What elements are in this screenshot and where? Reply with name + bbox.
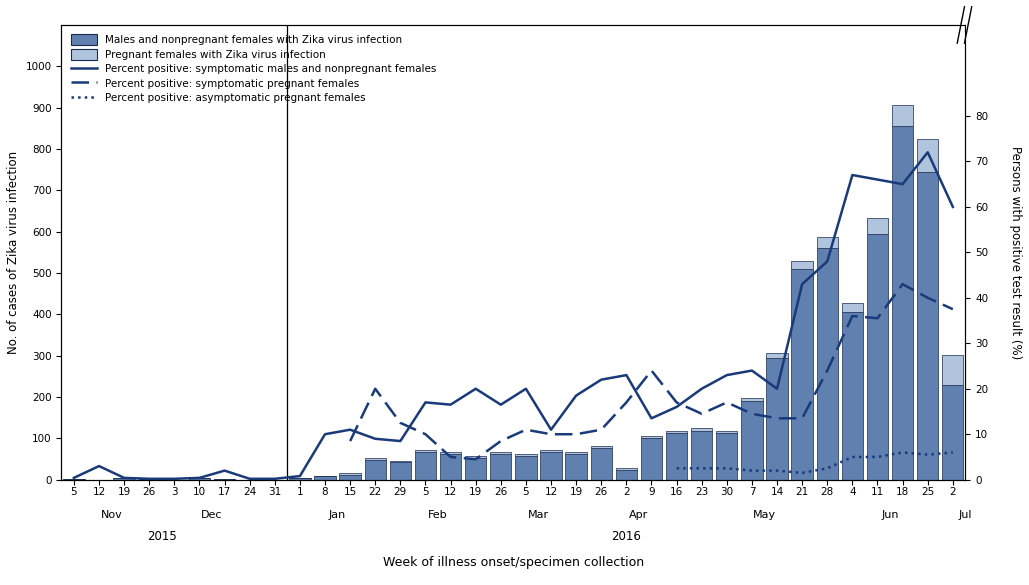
- Bar: [691, 431, 712, 480]
- Bar: [490, 454, 511, 480]
- Bar: [364, 460, 386, 480]
- Legend: Males and nonpregnant females with Zika virus infection, Pregnant females with Z: Males and nonpregnant females with Zika …: [67, 30, 440, 108]
- Bar: [817, 248, 838, 480]
- Bar: [716, 431, 738, 433]
- Text: Apr: Apr: [630, 510, 648, 520]
- Text: Dec: Dec: [202, 510, 222, 520]
- Bar: [741, 401, 762, 480]
- Y-axis label: No. of cases of Zika virus infection: No. of cases of Zika virus infection: [7, 151, 20, 354]
- Bar: [465, 458, 487, 480]
- Bar: [791, 261, 813, 269]
- Bar: [415, 449, 436, 452]
- Text: Mar: Mar: [528, 510, 549, 520]
- Bar: [917, 139, 938, 172]
- Bar: [892, 105, 914, 126]
- Bar: [188, 478, 210, 480]
- Bar: [767, 353, 788, 358]
- Bar: [314, 476, 335, 480]
- Bar: [943, 384, 963, 480]
- Text: Jun: Jun: [881, 510, 898, 520]
- Bar: [465, 456, 487, 458]
- Bar: [917, 172, 938, 480]
- Bar: [791, 269, 813, 480]
- Bar: [490, 452, 511, 454]
- Text: 2016: 2016: [611, 529, 641, 543]
- Bar: [666, 433, 687, 480]
- Bar: [591, 448, 612, 480]
- Bar: [866, 218, 888, 234]
- Bar: [842, 312, 863, 480]
- Bar: [364, 458, 386, 460]
- Bar: [440, 454, 461, 480]
- Bar: [842, 303, 863, 312]
- Bar: [540, 452, 562, 480]
- Bar: [440, 452, 461, 454]
- Bar: [113, 479, 135, 480]
- Text: Feb: Feb: [428, 510, 448, 520]
- Bar: [516, 456, 536, 480]
- Bar: [767, 358, 788, 480]
- Text: 2015: 2015: [147, 529, 177, 543]
- Bar: [63, 479, 84, 480]
- Bar: [817, 236, 838, 248]
- Bar: [566, 454, 587, 480]
- Bar: [615, 468, 637, 470]
- Bar: [641, 438, 662, 480]
- Bar: [566, 452, 587, 454]
- Bar: [691, 428, 712, 431]
- Bar: [615, 470, 637, 480]
- Bar: [866, 234, 888, 480]
- Bar: [415, 452, 436, 480]
- Text: Nov: Nov: [101, 510, 122, 520]
- Bar: [716, 433, 738, 480]
- Bar: [943, 355, 963, 384]
- Bar: [340, 473, 361, 475]
- Bar: [516, 453, 536, 456]
- Bar: [390, 461, 411, 462]
- Bar: [390, 462, 411, 480]
- Bar: [340, 475, 361, 480]
- Y-axis label: Persons with positive test result (%): Persons with positive test result (%): [1009, 146, 1022, 359]
- Text: May: May: [753, 510, 776, 520]
- Bar: [540, 450, 562, 452]
- Text: Jan: Jan: [329, 510, 346, 520]
- Bar: [289, 479, 311, 480]
- Bar: [666, 431, 687, 433]
- Text: Jul: Jul: [959, 510, 972, 520]
- Bar: [641, 436, 662, 438]
- Bar: [892, 126, 914, 480]
- Bar: [214, 479, 236, 480]
- Bar: [741, 398, 762, 401]
- Bar: [591, 446, 612, 448]
- Text: Week of illness onset/specimen collection: Week of illness onset/specimen collectio…: [383, 556, 644, 569]
